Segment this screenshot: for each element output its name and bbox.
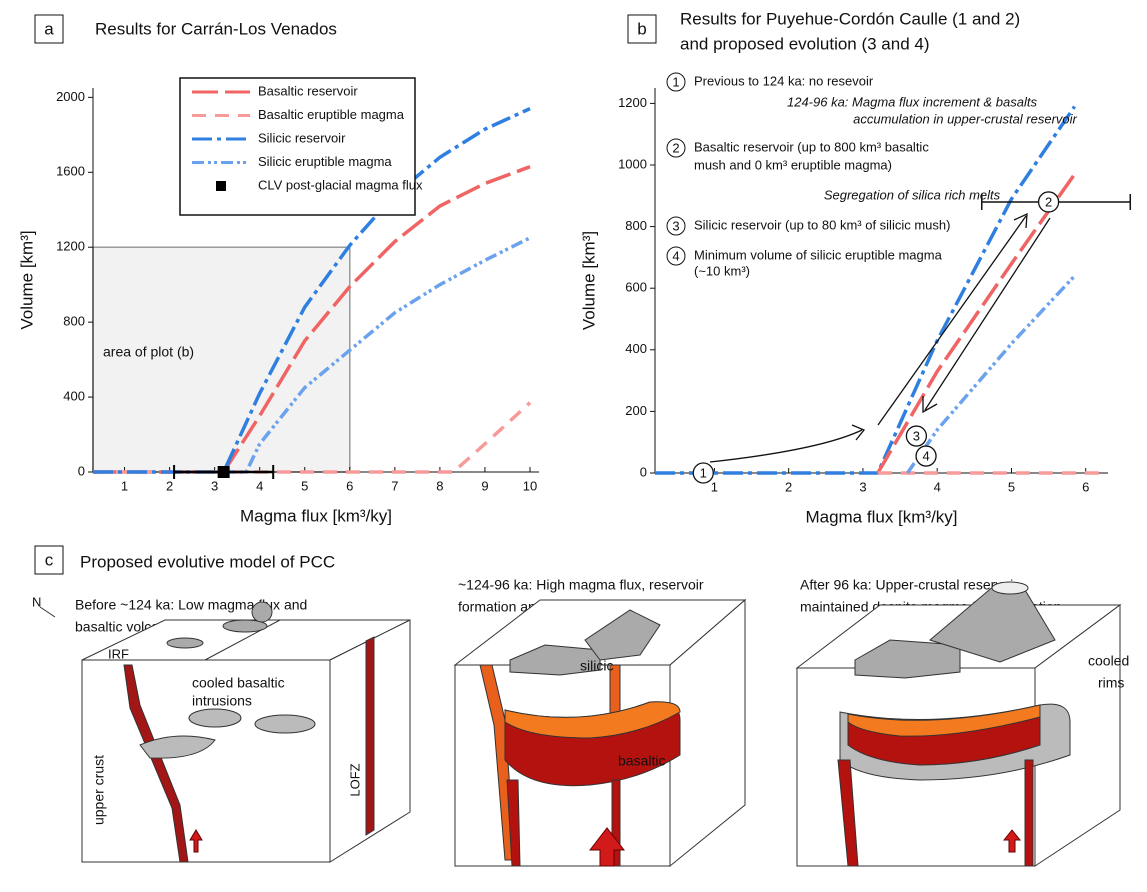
diagram-label: N <box>32 594 41 609</box>
legend-label: Silicic reservoir <box>258 130 346 145</box>
y-tick-label: 1000 <box>618 156 647 171</box>
x-tick-label: 4 <box>934 479 941 494</box>
block-diagram <box>455 600 745 866</box>
annotation: Basaltic reservoir (up to 800 km³ basalt… <box>694 139 929 154</box>
x-tick-label: 6 <box>1082 479 1089 494</box>
caption: Before ~124 ka: Low magma flux and <box>75 597 307 613</box>
page: {"chart_data": [ {"type": "line", "panel… <box>0 0 1147 892</box>
y-tick-label: 800 <box>63 314 85 329</box>
y-tick-label: 0 <box>78 463 85 478</box>
annotation: accumulation in upper-crustal reservoir <box>853 111 1077 126</box>
diagram-label: cooled <box>1088 653 1129 669</box>
y-tick-label: 400 <box>63 389 85 404</box>
point-label: 4 <box>922 448 929 463</box>
x-tick-label: 10 <box>523 478 537 493</box>
point-label: 3 <box>913 428 920 443</box>
caption: After 96 ka: Upper-crustal reservoir <box>800 577 1018 593</box>
y-tick-label: 200 <box>625 403 647 418</box>
legend-label: Silicic eruptible magma <box>258 154 392 169</box>
legend-label: CLV post-glacial magma flux <box>258 177 423 192</box>
x-tick-label: 3 <box>859 479 866 494</box>
block-diagram <box>797 582 1120 866</box>
diagram-label: IRF <box>108 646 129 661</box>
x-axis-label: Magma flux [km³/ky] <box>805 507 957 526</box>
annotation-marker-label: 2 <box>672 140 679 155</box>
point-label: 2 <box>1045 194 1052 209</box>
y-axis-label: Volume [km³] <box>579 231 598 330</box>
arrow <box>923 218 1050 412</box>
x-tick-label: 2 <box>785 479 792 494</box>
y-tick-label: 0 <box>640 464 647 479</box>
annotation-marker-label: 3 <box>672 218 679 233</box>
annotation: (~10 km³) <box>694 263 750 278</box>
x-tick-label: 5 <box>1008 479 1015 494</box>
x-tick-label: 4 <box>256 478 263 493</box>
x-tick-label: 9 <box>481 478 488 493</box>
panel-label: a <box>44 19 54 38</box>
y-tick-label: 400 <box>625 341 647 356</box>
arrow <box>878 214 1027 425</box>
legend-marker <box>216 181 226 191</box>
annotation: 124-96 ka: Magma flux increment & basalt… <box>787 94 1038 109</box>
annotation: Silicic reservoir (up to 80 km³ of silic… <box>694 217 950 232</box>
annotation-marker-label: 4 <box>672 248 679 263</box>
diagram-label: basaltic <box>618 753 665 769</box>
x-tick-label: 1 <box>711 479 718 494</box>
x-tick-label: 1 <box>121 478 128 493</box>
y-tick-label: 600 <box>625 280 647 295</box>
x-tick-label: 2 <box>166 478 173 493</box>
x-tick-label: 5 <box>301 478 308 493</box>
diagram-label: silicic <box>580 658 613 674</box>
panel-label: c <box>45 550 54 569</box>
annotation-marker-label: 1 <box>672 74 679 89</box>
diagram-label: LOFZ <box>347 763 362 796</box>
diagram-label: intrusions <box>192 693 252 709</box>
panel-label: b <box>637 19 646 38</box>
annotation: area of plot (b) <box>103 344 194 360</box>
chart-title: Results for Puyehue-Cordón Caulle (1 and… <box>680 9 1020 28</box>
annotation: Minimum volume of silicic eruptible magm… <box>694 247 943 262</box>
diagram-label: cooled basaltic <box>192 675 285 691</box>
x-tick-label: 3 <box>211 478 218 493</box>
caption: ~124-96 ka: High magma flux, reservoir <box>458 577 704 593</box>
figure: c Proposed evolutive model of PCC Before… <box>0 0 1147 892</box>
series-line <box>908 276 1075 473</box>
legend-box <box>180 78 415 215</box>
panel-title: Proposed evolutive model of PCC <box>80 552 335 571</box>
chart-title: and proposed evolution (3 and 4) <box>680 34 930 53</box>
y-tick-label: 2000 <box>56 89 85 104</box>
annotation: mush and 0 km³ eruptible magma) <box>694 157 892 172</box>
x-axis-label: Magma flux [km³/ky] <box>240 506 392 525</box>
diagram-label: rims <box>1098 675 1124 691</box>
diagram-label: upper crust <box>91 755 107 825</box>
y-tick-label: 1600 <box>56 164 85 179</box>
x-tick-label: 7 <box>391 478 398 493</box>
y-tick-label: 1200 <box>618 95 647 110</box>
highlight-area <box>93 247 350 472</box>
y-tick-label: 800 <box>625 218 647 233</box>
x-tick-label: 8 <box>436 478 443 493</box>
y-axis-label: Volume [km³] <box>17 230 36 329</box>
arrow <box>710 425 864 462</box>
legend-label: Basaltic reservoir <box>258 83 358 98</box>
x-tick-label: 6 <box>346 478 353 493</box>
annotation: Segregation of silica rich melts <box>824 187 1001 202</box>
y-tick-label: 1200 <box>56 239 85 254</box>
chart-title: Results for Carrán-Los Venados <box>95 19 337 38</box>
marker <box>218 466 230 478</box>
point-label: 1 <box>700 465 707 480</box>
legend-label: Basaltic eruptible magma <box>258 107 405 122</box>
annotation: Previous to 124 ka: no resevoir <box>694 73 874 88</box>
